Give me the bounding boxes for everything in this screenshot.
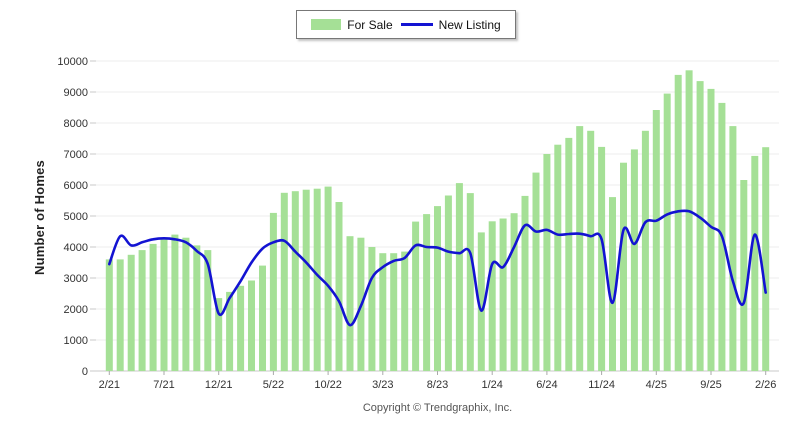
x-tick-label: 1/24 bbox=[481, 379, 502, 391]
x-tick-label: 2/21 bbox=[99, 379, 120, 391]
x-tick-label: 5/22 bbox=[263, 379, 284, 391]
bar-for-sale bbox=[641, 130, 649, 372]
bar-for-sale bbox=[259, 265, 266, 371]
bar-for-sale bbox=[751, 155, 759, 371]
bar-for-sale bbox=[554, 144, 562, 371]
legend-item-for-sale: For Sale bbox=[311, 17, 393, 32]
bar-for-sale bbox=[565, 137, 573, 371]
legend-item-new-listing: New Listing bbox=[400, 17, 501, 32]
x-tick-label: 12/21 bbox=[205, 379, 233, 391]
bar-for-sale bbox=[160, 239, 168, 372]
chart-legend: For Sale New Listing bbox=[296, 10, 516, 39]
bar-for-sale bbox=[466, 193, 474, 371]
bar-for-sale bbox=[620, 162, 627, 371]
bar-for-sale bbox=[237, 285, 245, 372]
legend-label-for-sale: For Sale bbox=[347, 17, 393, 32]
bar-for-sale bbox=[521, 195, 529, 371]
bar-for-sale bbox=[379, 253, 387, 371]
bar-for-sale bbox=[313, 188, 321, 371]
y-tick-label: 8000 bbox=[64, 118, 88, 130]
y-tick-label: 1000 bbox=[64, 335, 88, 347]
x-tick-label: 4/25 bbox=[646, 379, 667, 391]
bar-for-sale bbox=[138, 250, 146, 371]
bar-for-sale bbox=[543, 154, 551, 371]
y-tick-label: 6000 bbox=[64, 180, 88, 192]
bar-for-sale bbox=[455, 183, 463, 371]
x-tick-label: 10/22 bbox=[314, 379, 342, 391]
bar-for-sale bbox=[663, 93, 671, 371]
bar-for-sale bbox=[269, 212, 277, 371]
x-tick-label: 3/23 bbox=[372, 379, 393, 391]
bar-for-sale bbox=[335, 202, 343, 371]
bar-for-sale bbox=[740, 180, 748, 371]
y-tick-label: 0 bbox=[82, 366, 88, 378]
line-new-listing bbox=[108, 209, 767, 327]
bar-for-sale bbox=[324, 186, 332, 371]
bar-for-sale bbox=[291, 191, 299, 371]
bar-for-sale bbox=[423, 214, 431, 371]
bar-for-sale bbox=[762, 147, 770, 371]
bar-for-sale bbox=[248, 280, 255, 371]
bar-for-sale bbox=[193, 245, 201, 371]
bar-for-sale bbox=[674, 74, 682, 372]
bar-for-sale bbox=[696, 81, 704, 371]
bar-for-sale bbox=[477, 232, 485, 371]
bar-for-sale bbox=[576, 126, 584, 371]
bar-for-sale bbox=[226, 291, 234, 371]
bar-for-sale bbox=[510, 213, 518, 371]
bar-for-sale bbox=[488, 221, 496, 371]
bar-for-sale bbox=[630, 149, 638, 371]
new-listing-line-icon bbox=[400, 23, 433, 26]
bar-for-sale bbox=[127, 254, 135, 372]
bar-for-sale bbox=[444, 195, 452, 371]
bar-for-sale bbox=[116, 259, 124, 371]
bar-for-sale bbox=[434, 206, 441, 371]
y-tick-label: 7000 bbox=[64, 149, 88, 161]
y-tick-label: 5000 bbox=[64, 211, 88, 223]
copyright-text: Copyright © Trendgraphix, Inc. bbox=[362, 402, 513, 414]
y-tick-label: 2000 bbox=[64, 304, 88, 316]
x-tick-label: 9/25 bbox=[700, 379, 721, 391]
y-tick-label: 4000 bbox=[64, 242, 88, 254]
bar-for-sale bbox=[707, 88, 715, 372]
bar-for-sale bbox=[587, 130, 595, 372]
x-tick-label: 6/24 bbox=[536, 379, 557, 391]
y-tick-label: 9000 bbox=[64, 87, 88, 99]
x-tick-label: 8/23 bbox=[427, 379, 448, 391]
bar-for-sale bbox=[609, 197, 616, 371]
bar-for-sale bbox=[499, 218, 507, 371]
legend-label-new-listing: New Listing bbox=[438, 17, 501, 32]
bar-for-sale bbox=[401, 251, 409, 371]
x-tick-label: 7/21 bbox=[153, 379, 174, 391]
bar-for-sale bbox=[368, 247, 376, 371]
bar-for-sale bbox=[302, 189, 310, 371]
y-axis-title: Number of Homes bbox=[31, 159, 47, 275]
y-tick-label: 3000 bbox=[64, 273, 88, 285]
x-tick-label: 11/24 bbox=[588, 379, 615, 391]
x-tick-label: 2/26 bbox=[755, 379, 776, 391]
bar-for-sale bbox=[598, 146, 606, 371]
bar-for-sale bbox=[280, 192, 288, 372]
bar-for-sale bbox=[215, 298, 223, 371]
bar-for-sale bbox=[390, 253, 398, 371]
bar-for-sale bbox=[149, 243, 157, 371]
bar-for-sale bbox=[171, 234, 179, 371]
bar-for-sale bbox=[685, 70, 693, 372]
bar-for-sale bbox=[532, 172, 540, 371]
bar-for-sale bbox=[105, 259, 113, 371]
bar-for-sale bbox=[652, 110, 660, 371]
bar-for-sale bbox=[729, 126, 737, 371]
for-sale-swatch-icon bbox=[311, 19, 342, 30]
bar-for-sale bbox=[204, 250, 212, 371]
bar-for-sale bbox=[346, 236, 354, 371]
bar-for-sale bbox=[182, 237, 190, 371]
bar-for-sale bbox=[412, 221, 420, 371]
y-tick-label: 10000 bbox=[57, 56, 88, 68]
